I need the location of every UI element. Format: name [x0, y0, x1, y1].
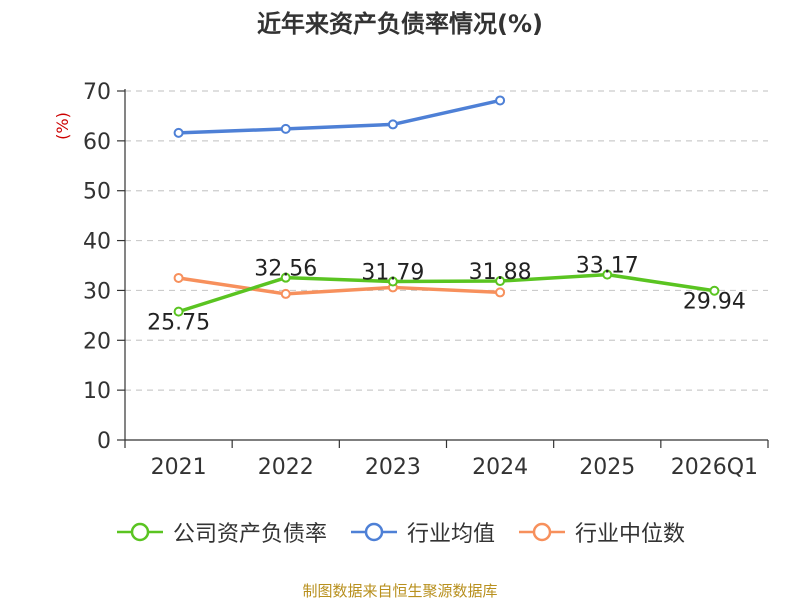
data-point[interactable]	[602, 269, 613, 280]
data-label: 29.94	[683, 290, 746, 315]
x-tick-label: 2025	[579, 455, 635, 480]
data-point[interactable]	[495, 95, 506, 106]
y-tick-label: 70	[83, 80, 111, 105]
data-point[interactable]	[173, 127, 184, 138]
y-tick-label: 30	[83, 279, 111, 304]
chart-title: 近年来资产负债率情况(%)	[257, 10, 543, 38]
data-point[interactable]	[173, 306, 184, 317]
legend-item-industry-median[interactable]: 行业中位数	[517, 516, 685, 548]
series-line	[178, 272, 715, 314]
y-tick-label: 40	[83, 230, 111, 255]
data-point[interactable]	[280, 272, 291, 283]
legend-line-circle-icon	[116, 522, 163, 542]
data-label: 33.17	[576, 254, 639, 279]
data-point[interactable]	[387, 276, 398, 287]
series-lines	[173, 95, 720, 317]
y-tick-label: 60	[83, 130, 111, 155]
y-tick-label: 50	[83, 180, 111, 205]
legend-marker-industry-average	[364, 522, 384, 542]
series-line	[178, 276, 501, 296]
data-point[interactable]	[280, 123, 291, 134]
legend-label-industry-average: 行业均值	[406, 522, 495, 547]
data-label: 31.79	[361, 261, 424, 286]
y-tick-label: 10	[83, 379, 111, 404]
data-label: 32.56	[254, 257, 317, 282]
legend-line-circle-icon	[519, 522, 565, 542]
legend-item-company[interactable]: 公司资产负债率	[115, 516, 327, 548]
y-axis-label: (%)	[53, 112, 72, 140]
data-point[interactable]	[709, 285, 720, 296]
legend-label-company: 公司资产负债率	[172, 522, 327, 547]
source-note: 制图数据来自恒生聚源数据库	[302, 582, 498, 600]
data-label: 31.88	[469, 260, 532, 285]
legend: 公司资产负债率 行业均值 行业中位数	[0, 516, 800, 548]
axes: 0 10 20 30 40 50 60 70 2021 2022 2023 2024 2025 2026Q…	[83, 80, 769, 480]
gridlines	[125, 90, 768, 391]
series-line	[178, 98, 501, 135]
y-tick-label: 20	[83, 329, 111, 354]
y-tick-label: 0	[97, 429, 111, 454]
data-point[interactable]	[387, 119, 398, 130]
x-tick-label: 2023	[365, 455, 421, 480]
x-tick-label: 2024	[472, 455, 528, 480]
legend-marker-industry-median	[532, 522, 552, 542]
legend-marker-company	[130, 522, 150, 542]
legend-line-circle-icon	[350, 522, 397, 542]
x-tick-label: 2021	[151, 455, 207, 480]
data-point[interactable]	[173, 272, 184, 283]
data-point[interactable]	[495, 276, 506, 287]
legend-item-industry-average[interactable]: 行业均值	[349, 516, 495, 548]
x-tick-label: 2022	[258, 455, 314, 480]
data-point[interactable]	[280, 288, 291, 299]
data-label: 25.75	[147, 311, 210, 336]
data-labels: 25.75 32.56 31.79 31.88 33.17 29.94	[147, 254, 746, 336]
legend-label-industry-median: 行业中位数	[575, 522, 686, 547]
data-point[interactable]	[495, 287, 506, 298]
x-tick-label: 2026Q1	[671, 455, 758, 480]
